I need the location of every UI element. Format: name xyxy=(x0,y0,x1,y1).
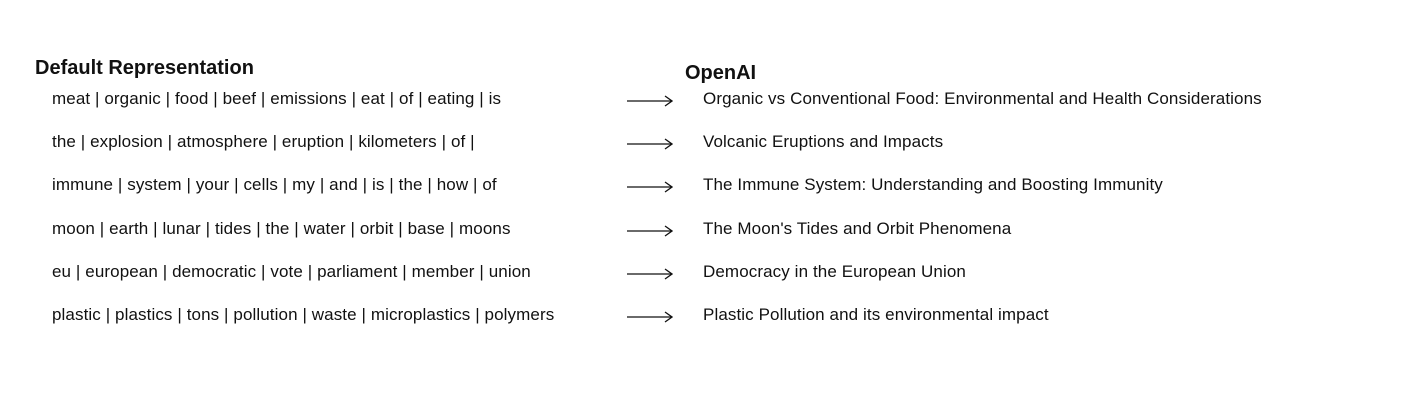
topic-label: The Moon's Tides and Orbit Phenomena xyxy=(703,218,1012,238)
right-arrow-icon xyxy=(627,133,673,155)
keyword-list: moon | earth | lunar | tides | the | wat… xyxy=(52,218,511,238)
topic-row: meat | organic | food | beef | emissions… xyxy=(0,77,1406,120)
topic-label: Volcanic Eruptions and Impacts xyxy=(703,132,944,152)
right-arrow-icon xyxy=(627,90,673,112)
keyword-list: eu | european | democratic | vote | parl… xyxy=(52,261,531,281)
topic-label: The Immune System: Understanding and Boo… xyxy=(703,175,1163,195)
topic-label: Plastic Pollution and its environmental … xyxy=(703,304,1049,324)
keyword-list: plastic | plastics | tons | pollution | … xyxy=(52,304,555,324)
right-arrow-icon xyxy=(627,176,673,198)
keyword-list: immune | system | your | cells | my | an… xyxy=(52,175,497,195)
topic-row: plastic | plastics | tons | pollution | … xyxy=(0,293,1406,336)
default-representation-heading: Default Representation xyxy=(35,57,254,79)
topic-label: Democracy in the European Union xyxy=(703,261,966,281)
topic-mapping-list: meat | organic | food | beef | emissions… xyxy=(0,77,1406,336)
topic-row: the | explosion | atmosphere | eruption … xyxy=(0,120,1406,163)
topic-row: immune | system | your | cells | my | an… xyxy=(0,163,1406,206)
right-arrow-icon xyxy=(627,306,673,328)
keyword-list: the | explosion | atmosphere | eruption … xyxy=(52,132,475,152)
right-arrow-icon xyxy=(627,263,673,285)
keyword-list: meat | organic | food | beef | emissions… xyxy=(52,89,502,108)
topic-label: Organic vs Conventional Food: Environmen… xyxy=(703,89,1262,108)
topic-row: moon | earth | lunar | tides | the | wat… xyxy=(0,207,1406,250)
openai-heading: OpenAI xyxy=(685,62,757,84)
topic-row: eu | european | democratic | vote | parl… xyxy=(0,250,1406,293)
right-arrow-icon xyxy=(627,220,673,242)
